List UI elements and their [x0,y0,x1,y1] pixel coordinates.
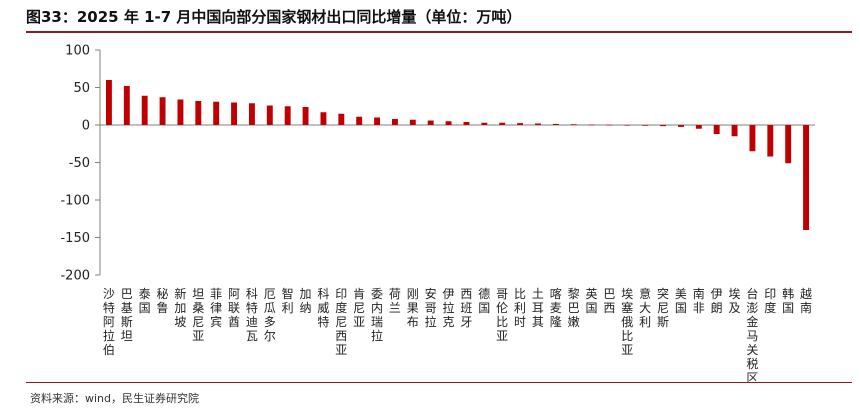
y-axis: 100 50 0 -50 -100 -150 -200 [60,44,815,284]
x-category-label: 韩国 [782,286,794,315]
bar [159,97,166,125]
bar [481,122,488,125]
bar [302,107,309,125]
x-category-label: 黎巴嫩 [568,287,580,329]
bar [713,125,720,134]
bar [463,122,470,125]
x-category-label: 哥伦比亚 [496,287,508,343]
chart-title: 图33：2025 年 1-7 月中国向部分国家钢材出口同比增量（单位：万吨） [26,8,522,26]
bar [427,120,434,125]
title-rule [26,31,852,33]
x-category-label: 意大利 [639,286,651,329]
x-category-label: 伊拉克 [443,287,455,329]
bar [695,125,702,129]
bar [445,121,452,125]
bar [195,101,202,125]
footer-rule [26,382,852,383]
bar [517,123,524,125]
y-tick-label: 100 [65,44,90,59]
x-category-label: 菲律宾 [210,287,222,329]
x-category-label: 埃塞俄比亚 [621,287,633,357]
bar [105,80,112,125]
source-note: 资料来源：wind，民生证券研究院 [30,392,200,405]
x-category-label: 科特迪瓦 [246,287,258,343]
x-category-label: 台澎金马关税区 [746,286,758,385]
x-category-label: 委内瑞拉 [371,287,383,343]
x-category-label: 印度 [764,287,776,315]
x-category-label: 巴西 [603,287,615,315]
x-category-label: 厄瓜多尔 [264,287,276,343]
x-category-label: 荷兰 [389,287,401,315]
bar [552,123,559,125]
bar-series [105,80,810,230]
x-category-label: 西班牙 [460,287,472,329]
bar [642,125,649,126]
bar [391,119,398,125]
x-category-label: 越南 [800,287,812,315]
y-tick-label: 50 [73,81,90,96]
bar [266,105,273,125]
x-category-label: 新加坡 [174,286,186,329]
bar [356,116,363,125]
x-category-label: 美国 [675,287,687,315]
x-category-label: 德国 [478,286,490,315]
bar [606,124,613,126]
bar [570,124,577,125]
x-category-label: 印度尼西亚 [335,287,347,357]
x-category-label: 英国 [586,287,598,315]
x-category-label: 巴基斯坦 [121,287,133,343]
bar [248,103,255,125]
bar [499,122,506,125]
bar [588,124,595,126]
x-category-label: 智利 [282,286,294,315]
x-category-label: 坦桑尼亚 [192,287,204,343]
bar [213,101,220,125]
bar [338,113,345,125]
bar [677,125,684,127]
x-category-label: 比利时 [514,287,526,329]
x-category-label: 安哥拉 [425,286,437,329]
y-tick-label: -200 [60,269,90,284]
x-category-label: 南非 [693,286,705,315]
y-tick-label: -150 [60,231,90,246]
bar [177,99,184,125]
bar [785,125,792,164]
x-category-label: 突尼斯 [657,286,669,329]
x-category-label: 科威特 [317,287,329,329]
bar [123,86,130,125]
bar [749,125,756,152]
y-tick-label: -100 [60,194,90,209]
bar [409,119,416,125]
x-category-label: 埃及 [729,287,741,315]
x-category-label: 泰国 [139,287,151,315]
bar [374,117,381,125]
x-category-label: 土耳其 [532,287,544,329]
x-category-label: 伊朗 [711,287,723,315]
bar [534,123,541,125]
x-category-label: 秘鲁 [157,287,169,315]
bar [731,125,738,137]
y-tick-label: 0 [82,119,90,134]
bar [624,125,631,126]
bar [231,102,238,125]
x-category-label: 肯尼亚 [353,287,365,329]
bar [767,125,774,157]
x-category-label: 刚果布 [407,287,419,329]
x-category-label: 加纳 [300,287,312,315]
bar [660,125,667,127]
x-axis-labels: 沙特阿拉伯巴基斯坦泰国秘鲁新加坡坦桑尼亚菲律宾阿联酋科特迪瓦厄瓜多尔智利加纳科威… [103,286,812,385]
bar [284,106,291,125]
x-category-label: 沙特阿拉伯 [103,287,115,357]
bar [141,95,148,125]
bar [803,125,810,230]
y-tick-label: -50 [69,156,90,171]
x-category-label: 阿联酋 [228,287,240,329]
x-category-label: 喀麦隆 [550,287,562,329]
bar [320,112,327,125]
